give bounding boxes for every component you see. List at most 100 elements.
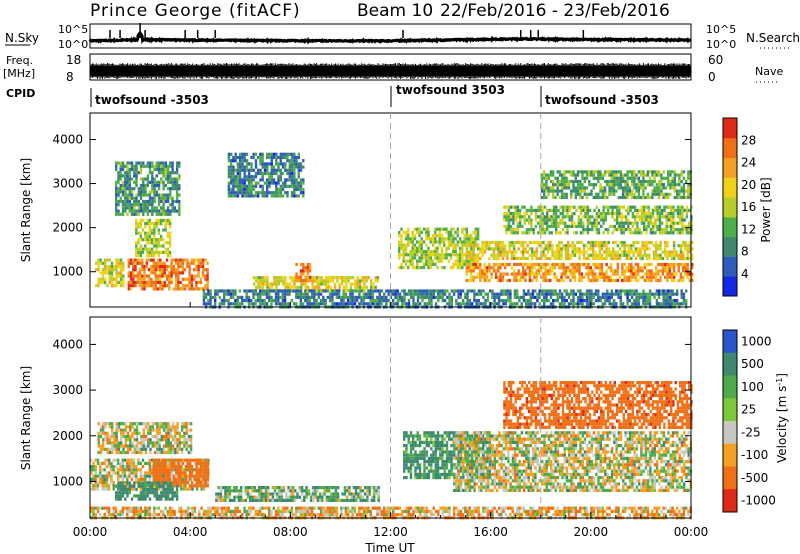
radar-cell <box>254 162 258 166</box>
radar-cell <box>588 292 591 296</box>
radar-cell <box>661 262 665 267</box>
radar-cell <box>438 240 441 244</box>
radar-cell <box>589 244 592 248</box>
radar-cell <box>535 275 538 279</box>
radar-cell <box>376 279 380 283</box>
radar-cell <box>648 179 652 184</box>
radar-cell <box>609 262 613 267</box>
radar-cell <box>154 268 157 272</box>
radar-cell <box>583 292 586 296</box>
radar-cell <box>261 159 264 163</box>
radar-cell <box>519 250 523 254</box>
radar-cell <box>671 292 674 296</box>
radar-cell <box>288 159 291 163</box>
radar-cell <box>570 289 573 293</box>
radar-cell <box>679 262 683 267</box>
radar-cell <box>324 289 327 293</box>
radar-cell <box>532 228 535 232</box>
radar-cell <box>458 237 462 241</box>
radar-cell <box>578 278 581 283</box>
radar-cell <box>619 170 622 174</box>
radar-cell <box>500 289 503 293</box>
radar-cell <box>590 299 593 303</box>
radar-cell <box>630 262 633 267</box>
radar-cell <box>547 176 550 180</box>
radar-cell <box>268 285 271 289</box>
radar-cell <box>157 254 160 258</box>
radar-cell <box>620 212 623 216</box>
radar-cell <box>146 183 149 188</box>
radar-cell <box>310 289 314 293</box>
radar-cell <box>555 224 558 228</box>
radar-cell <box>558 189 562 193</box>
radar-cell <box>313 295 316 299</box>
radar-cell <box>342 299 345 303</box>
radar-cell <box>117 280 120 285</box>
radar-cell <box>446 295 449 299</box>
radar-cell <box>162 228 165 232</box>
noise-series <box>88 23 692 45</box>
radar-cell <box>438 259 441 263</box>
radar-cell <box>506 299 510 303</box>
radar-cell <box>132 261 135 265</box>
radar-cell <box>299 191 303 195</box>
radar-cell <box>230 175 233 179</box>
radar-cell <box>573 231 576 235</box>
radar-cell <box>639 253 642 257</box>
radar-cell <box>192 258 196 262</box>
radar-cell <box>517 278 520 283</box>
radar-cell <box>155 238 158 242</box>
radar-cell <box>250 155 253 160</box>
radar-cell <box>327 285 330 289</box>
radar-cell <box>660 186 663 190</box>
radar-cell <box>519 244 523 248</box>
radar-cell <box>547 173 550 177</box>
radar-cell <box>447 237 450 241</box>
radar-cell <box>467 250 471 254</box>
radar-cell <box>126 167 129 172</box>
radar-cell <box>148 228 151 232</box>
radar-cell <box>161 287 164 291</box>
radar-cell <box>637 295 641 299</box>
radar-cell <box>653 189 656 193</box>
radar-cell <box>599 170 602 174</box>
radar-cell <box>642 289 645 293</box>
radar-cell <box>491 292 494 296</box>
radar-cell <box>509 231 513 235</box>
radar-cell <box>355 299 359 303</box>
radar-cell <box>655 170 659 174</box>
radar-cell <box>410 289 413 293</box>
radar-cell <box>302 262 305 267</box>
radar-cell <box>673 272 676 276</box>
radar-cell <box>664 262 667 267</box>
radar-cell <box>411 250 414 254</box>
radar-cell <box>578 266 581 270</box>
radar-cell <box>619 292 622 296</box>
radar-cell <box>134 280 137 285</box>
radar-cell <box>539 231 542 235</box>
radar-cell <box>227 175 231 179</box>
radar-cell <box>402 259 405 263</box>
radar-cell <box>630 183 634 187</box>
radar-cell <box>268 175 271 179</box>
radar-cell <box>261 285 265 289</box>
radar-cell <box>252 187 255 192</box>
radar-cell <box>636 262 640 267</box>
radar-cell <box>333 282 337 286</box>
radar-cell <box>291 285 294 289</box>
radar-cell <box>297 162 300 166</box>
radar-cell <box>671 179 674 184</box>
radar-cell <box>502 292 505 296</box>
radar-cell <box>669 295 672 299</box>
radar-cell <box>463 234 466 238</box>
radar-cell <box>586 205 589 209</box>
radar-cell <box>363 276 366 280</box>
radar-cell <box>680 302 683 306</box>
radar-cell <box>638 215 641 219</box>
radar-cell <box>156 261 160 265</box>
radar-cell <box>497 299 501 303</box>
radar-cell <box>635 195 638 200</box>
radar-cell <box>371 302 375 306</box>
radar-cell <box>652 244 656 248</box>
radar-cell <box>610 179 613 184</box>
